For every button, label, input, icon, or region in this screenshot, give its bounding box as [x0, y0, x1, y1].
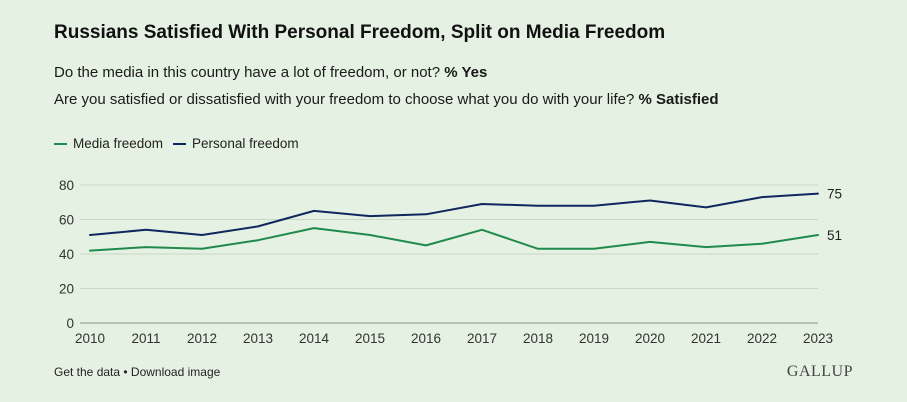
subtitle-personal-question: Are you satisfied or dissatisfied with y…: [54, 91, 719, 108]
legend-item-media[interactable]: Media freedom: [54, 136, 163, 151]
end-label-personal: 75: [827, 187, 842, 202]
y-tick-label: 20: [59, 282, 74, 297]
x-tick-label: 2018: [523, 331, 553, 346]
legend-swatch-personal: [173, 142, 187, 145]
series-line-media: [89, 227, 819, 252]
x-tick-label: 2021: [691, 331, 721, 346]
end-label-media: 51: [827, 228, 842, 243]
x-tick-label: 2011: [131, 331, 160, 346]
x-tick-label: 2017: [467, 331, 497, 346]
x-tick-label: 2020: [635, 331, 665, 346]
subtitle-personal-question-text: Are you satisfied or dissatisfied with y…: [54, 91, 635, 108]
x-tick-label: 2019: [579, 331, 609, 346]
x-tick-label: 2010: [75, 331, 105, 346]
x-tick-label: 2016: [411, 331, 441, 346]
legend-item-personal[interactable]: Personal freedom: [173, 136, 299, 151]
y-tick-label: 0: [66, 316, 74, 331]
subtitle-personal-question-bold: % Satisfied: [638, 91, 719, 108]
legend-label-personal: Personal freedom: [192, 136, 299, 151]
subtitle-media-question-bold: % Yes: [444, 64, 488, 81]
legend-label-media: Media freedom: [73, 136, 164, 151]
subtitle-media-question: Do the media in this country have a lot …: [54, 64, 487, 81]
legend: Media freedom Personal freedom: [54, 136, 309, 151]
y-tick-label: 40: [59, 247, 74, 262]
x-tick-label: 2022: [747, 331, 777, 346]
x-tick-label: 2023: [803, 331, 833, 346]
subtitle-media-question-text: Do the media in this country have a lot …: [54, 64, 441, 81]
x-tick-label: 2015: [355, 331, 385, 346]
x-tick-label: 2014: [299, 331, 330, 346]
series-line-personal: [89, 192, 819, 236]
y-tick-label: 80: [59, 178, 74, 193]
x-tick-label: 2012: [187, 331, 217, 346]
x-tick-label: 2013: [243, 331, 273, 346]
legend-swatch-media: [54, 142, 67, 145]
chart-title: Russians Satisfied With Personal Freedom…: [54, 22, 666, 43]
gallup-logo: GALLUP: [786, 363, 853, 380]
footer-links[interactable]: Get the data • Download image: [54, 365, 221, 379]
y-tick-label: 60: [59, 213, 74, 228]
